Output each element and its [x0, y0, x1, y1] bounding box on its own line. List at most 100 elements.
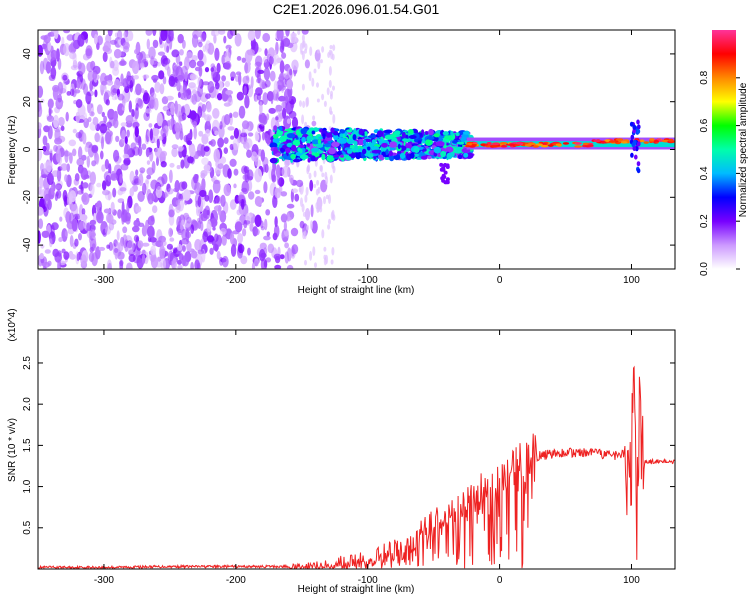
heatmap-cell-1230: [173, 187, 179, 193]
heatmap-cell-2292: [407, 129, 414, 134]
heatmap-cell-1463: [332, 85, 335, 91]
heatmap-cell-1016: [254, 214, 262, 227]
heatmap-cell-2410: [340, 129, 346, 134]
heatmap-cell-101: [96, 182, 102, 188]
heatmap-cell-230: [208, 189, 214, 203]
heatmap-cell-1339: [276, 30, 284, 42]
heatmap-cell-1381: [109, 39, 118, 45]
heatmap-cell-2419: [422, 148, 427, 152]
heatmap-cell-436: [264, 218, 268, 231]
heatmap-cell-580: [84, 144, 89, 153]
heatmap-cell-163: [66, 91, 72, 96]
y-tick-label-0: -40: [22, 237, 33, 252]
heatmap-cell-1173: [197, 30, 202, 36]
heatmap-cell-2196: [424, 131, 429, 135]
colorbar-tick-label-2: 0.4: [699, 166, 710, 180]
heatmap-cell-1375: [147, 192, 154, 205]
heatmap-cell-2395: [333, 154, 340, 158]
heatmap-cell-818: [275, 116, 279, 121]
heatmap-cell-1162: [98, 246, 106, 251]
heatmap-cell-1513: [320, 165, 323, 173]
heatmap-cell-646: [230, 135, 235, 140]
heatmap-cell-578: [146, 174, 152, 180]
heatmap-cell-1329: [273, 253, 282, 260]
heatmap-cell-2311: [427, 155, 432, 160]
heatmap-cell-1110: [105, 174, 111, 187]
heatmap-cell-2361: [345, 156, 352, 161]
heatmap-cell-1264: [301, 30, 309, 35]
heatmap-cell-786: [145, 179, 150, 185]
heatmap-cell-2314: [455, 146, 464, 151]
heatmap-cell-433: [157, 51, 166, 56]
heatmap-cell-525: [242, 228, 247, 237]
heatmap-cell-2107: [388, 147, 396, 151]
heatmap-cell-558: [53, 144, 58, 152]
heatmap-cell-507: [177, 259, 182, 265]
heatmap-cell-33: [229, 158, 237, 167]
heatmap-cell-2501: [600, 141, 606, 144]
heatmap-cell-1497: [316, 179, 320, 186]
heatmap-cell-348: [255, 55, 263, 67]
heatmap-cell-2362: [332, 130, 339, 136]
heatmap-cell-2422: [443, 170, 448, 175]
heatmap-cell-1158: [255, 87, 263, 96]
heatmap-cell-194: [266, 231, 270, 237]
heatmap-cell-2297: [311, 139, 320, 145]
heatmap-cell-699: [263, 56, 268, 63]
heatmap-cell-1204: [122, 153, 129, 159]
heatmap-cell-1253: [284, 72, 290, 80]
heatmap-cell-674: [194, 174, 199, 180]
heatmap-cell-1481: [301, 40, 305, 49]
heatmap-cell-502: [87, 116, 92, 123]
heatmap-cell-664: [120, 163, 129, 171]
heatmap-cell-1392: [279, 39, 285, 54]
heatmap-cell-659: [82, 132, 87, 145]
heatmap-cell-2559: [586, 144, 594, 147]
heatmap-cell-2312: [462, 131, 470, 135]
heatmap-cell-775: [284, 251, 289, 264]
heatmap-cell-820: [189, 59, 197, 69]
heatmap-cell-2289: [315, 143, 324, 148]
heatmap-cell-794: [264, 48, 268, 57]
heatmap-cell-1282: [158, 135, 164, 141]
heatmap-cell-2213: [445, 146, 454, 153]
heatmap-cell-2602: [633, 139, 637, 145]
heatmap-cell-447: [197, 49, 204, 61]
heatmap-cell-2208: [285, 147, 291, 154]
heatmap-cell-1052: [236, 91, 244, 101]
heatmap-cell-1331: [107, 213, 114, 224]
heatmap-cell-446: [201, 178, 206, 191]
heatmap-cell-2585: [636, 128, 641, 134]
heatmap-cell-2: [132, 225, 140, 233]
heatmap-cell-1051: [74, 238, 79, 247]
heatmap-cell-1838: [272, 137, 280, 144]
heatmap-cell-2286: [460, 136, 467, 143]
heatmap-cell-1080: [217, 137, 225, 148]
heatmap-cell-1285: [174, 122, 181, 133]
heatmap-cell-970: [38, 230, 41, 244]
heatmap-cell-1400: [314, 262, 317, 268]
heatmap-cell-636: [230, 71, 236, 80]
heatmap-cell-2381: [290, 153, 296, 160]
heatmap-cell-1072: [40, 35, 48, 40]
heatmap-cell-1343: [245, 138, 253, 149]
heatmap-cell-2551: [541, 144, 549, 148]
heatmap-cell-1445: [316, 98, 320, 103]
heatmap-cell-1268: [84, 112, 87, 122]
heatmap-cell-941: [38, 206, 44, 216]
heatmap-cell-1355: [134, 48, 140, 55]
heatmap-cell-651: [52, 248, 59, 258]
heatmap-cell-551: [184, 199, 188, 206]
heatmap-cell-975: [280, 213, 288, 223]
heatmap-cell-634: [40, 98, 45, 103]
heatmap-cell-1372: [119, 187, 127, 192]
heatmap-cell-284: [254, 189, 261, 195]
x-tick-label-4: 100: [623, 575, 640, 586]
spectrogram-heatmap: [38, 30, 675, 269]
heatmap-cell-1238: [160, 30, 168, 42]
heatmap-cell-1134: [177, 243, 182, 252]
heatmap-cell-864: [58, 237, 63, 243]
heatmap-cell-804: [268, 47, 275, 58]
heatmap-cell-989: [276, 176, 281, 186]
heatmap-cell-1089: [101, 164, 106, 172]
